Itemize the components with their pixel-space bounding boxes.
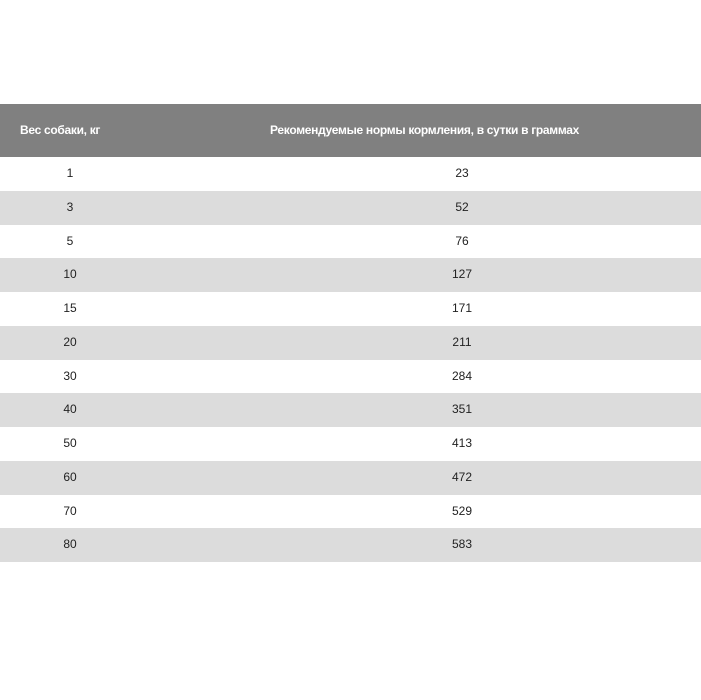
table-body: 1 23 3 52 5 76 10 127 15 171 20 211 30 284 40 351 50 413 6… [0,157,701,562]
cell-weight-kg: 50 [63,436,77,450]
cell-weight-kg: 10 [63,267,77,282]
table-row: 10 127 [0,258,701,292]
cell-weight-kg: 70 [63,503,77,518]
cell-feeding-grams: 529 [451,503,473,518]
cell-feeding-grams: 171 [451,301,473,315]
cell-feeding-grams: 413 [451,436,473,450]
cell-feeding-grams: 284 [451,368,473,383]
table-row: 20 211 [0,325,701,360]
table-row: 5 76 [0,225,701,259]
feeding-table: Вес собаки, кг Рекомендуемые нормы кормл… [0,104,701,562]
cell-weight-kg: 1 [66,166,74,180]
cell-feeding-grams: 472 [451,469,473,484]
table-row: 1 23 [0,157,701,191]
cell-weight-kg: 5 [66,233,74,248]
table-header: Вес собаки, кг Рекомендуемые нормы кормл… [0,104,701,157]
cell-feeding-grams: 23 [455,166,469,180]
cell-feeding-grams: 76 [455,233,469,248]
cell-weight-kg: 80 [63,537,77,552]
table-row: 60 472 [0,460,701,495]
table-row: 40 351 [0,393,701,427]
table-row: 50 413 [0,427,701,461]
cell-weight-kg: 40 [63,402,77,417]
cell-weight-kg: 20 [63,334,77,349]
cell-feeding-grams: 583 [451,537,473,552]
table-row: 15 171 [0,292,701,326]
table-row: 70 529 [0,495,701,529]
cell-weight-kg: 60 [63,469,77,484]
table-row: 80 583 [0,528,701,562]
header-feeding-norm: Рекомендуемые нормы кормления, в сутки в… [270,123,580,137]
cell-weight-kg: 15 [63,301,77,315]
cell-weight-kg: 30 [63,368,77,383]
table-row: 3 52 [0,190,701,225]
cell-weight-kg: 3 [66,199,74,214]
table-row: 30 284 [0,360,701,394]
cell-feeding-grams: 211 [452,334,472,349]
header-weight: Вес собаки, кг [20,123,101,137]
cell-feeding-grams: 127 [451,267,473,282]
cell-feeding-grams: 351 [451,402,473,417]
cell-feeding-grams: 52 [455,199,469,214]
